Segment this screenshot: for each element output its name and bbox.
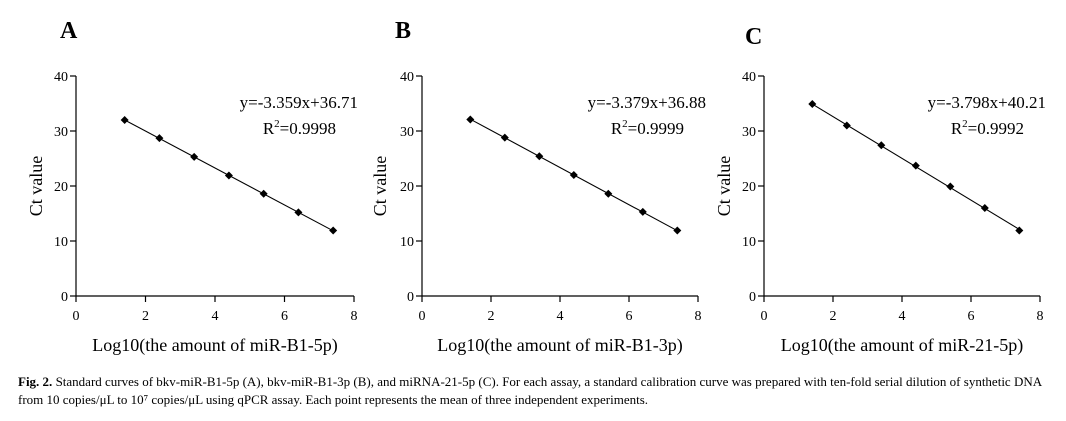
y-tick-label: 0 xyxy=(61,290,68,305)
x-tick-label: 0 xyxy=(761,309,768,324)
data-point xyxy=(911,161,920,170)
y-tick-label: 0 xyxy=(407,290,414,305)
y-tick-label: 40 xyxy=(54,70,68,85)
data-point xyxy=(638,207,647,216)
data-point xyxy=(535,152,544,161)
y-tick-label: 40 xyxy=(400,70,414,85)
x-tick-label: 8 xyxy=(695,309,702,324)
data-point xyxy=(842,121,851,130)
data-point xyxy=(155,134,164,143)
y-tick-label: 40 xyxy=(742,70,756,85)
data-point xyxy=(224,171,233,180)
y-tick-label: 20 xyxy=(400,180,414,195)
chart-panel-c: C 0 10 20 30 40 0 2 4 6 8 y=-3.798x+40.21 R2=0.9992 L… xyxy=(714,24,1046,356)
panel-label: B xyxy=(395,18,411,44)
data-point xyxy=(120,116,129,124)
y-tick-label: 30 xyxy=(54,125,68,140)
data-point xyxy=(259,189,268,198)
data-point xyxy=(466,115,475,124)
regression-equation: y=-3.798x+40.21 xyxy=(928,93,1046,112)
data-point xyxy=(946,182,955,191)
caption-text: Standard curves of bkv-miR-B1-5p (A), bk… xyxy=(18,374,1042,407)
y-axis-label: Ct value xyxy=(26,156,46,217)
x-tick-label: 0 xyxy=(419,309,426,324)
data-point xyxy=(329,226,338,235)
data-point xyxy=(980,204,989,212)
x-axis-label: Log10(the amount of miR-B1-3p) xyxy=(437,335,682,356)
data-point xyxy=(190,152,199,161)
y-tick-label: 30 xyxy=(400,125,414,140)
x-tick-label: 4 xyxy=(899,309,906,324)
data-point xyxy=(294,208,303,217)
x-tick-label: 4 xyxy=(212,309,219,324)
data-point xyxy=(673,226,682,235)
x-tick-label: 6 xyxy=(281,309,288,324)
x-tick-label: 6 xyxy=(968,309,975,324)
chart-panel-a: A 0 10 20 30 40 0 2 4 6 8 y=-3.359x+36.71 R2=0.9998 L… xyxy=(26,18,358,356)
y-tick-label: 10 xyxy=(400,235,414,250)
data-point xyxy=(877,141,886,150)
x-tick-label: 2 xyxy=(488,309,495,324)
chart-panel-b: B 0 10 20 30 40 0 2 4 6 8 y=-3.379x+36.88 R2=0.9999 L… xyxy=(370,18,706,356)
data-point xyxy=(1015,226,1024,235)
y-tick-label: 30 xyxy=(742,125,756,140)
x-tick-label: 0 xyxy=(73,309,80,324)
data-point xyxy=(500,133,509,142)
y-tick-label: 10 xyxy=(54,235,68,250)
x-tick-label: 2 xyxy=(142,309,149,324)
panel-label: A xyxy=(60,18,78,44)
y-tick-label: 0 xyxy=(749,290,756,305)
x-tick-label: 6 xyxy=(626,309,633,324)
data-point xyxy=(569,171,578,179)
x-axis-label: Log10(the amount of miR-B1-5p) xyxy=(92,335,337,356)
x-tick-label: 2 xyxy=(830,309,837,324)
r-squared-label: R2=0.9992 xyxy=(951,118,1024,138)
r-squared-label: R2=0.9998 xyxy=(263,118,336,138)
regression-equation: y=-3.359x+36.71 xyxy=(240,93,358,112)
y-tick-label: 20 xyxy=(54,180,68,195)
x-tick-label: 4 xyxy=(557,309,564,324)
y-axis-label: Ct value xyxy=(370,156,390,217)
y-tick-label: 20 xyxy=(742,180,756,195)
x-tick-label: 8 xyxy=(1037,309,1044,324)
y-tick-label: 10 xyxy=(742,235,756,250)
r-squared-label: R2=0.9999 xyxy=(611,118,684,138)
x-tick-label: 8 xyxy=(351,309,358,324)
caption-label: Fig. 2. xyxy=(18,374,53,389)
figure-caption: Fig. 2. Standard curves of bkv-miR-B1-5p… xyxy=(18,373,1053,409)
y-axis-label: Ct value xyxy=(714,156,734,217)
panel-label: C xyxy=(745,24,762,50)
x-axis-label: Log10(the amount of miR-21-5p) xyxy=(781,335,1023,356)
data-point xyxy=(604,189,613,198)
data-point xyxy=(808,100,817,109)
regression-equation: y=-3.379x+36.88 xyxy=(588,93,706,112)
